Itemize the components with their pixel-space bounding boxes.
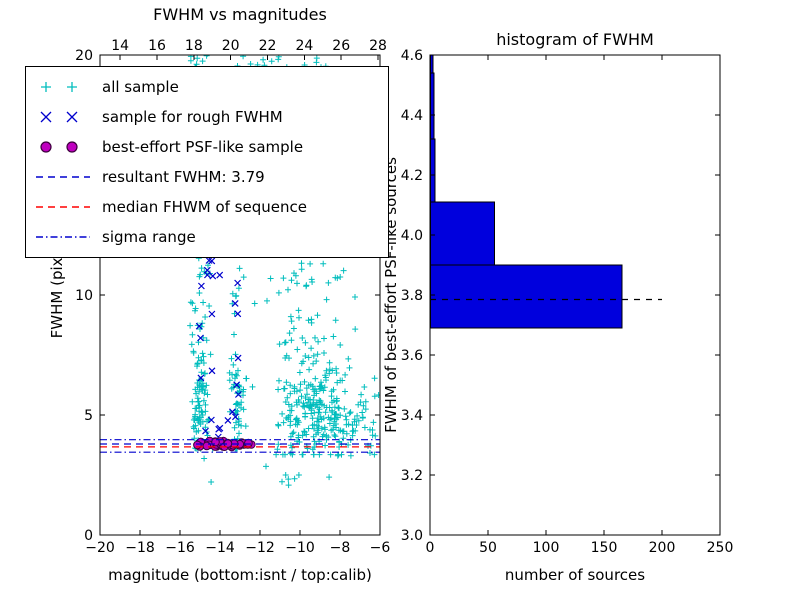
svg-text:0: 0: [84, 528, 93, 544]
svg-text:150: 150: [591, 540, 618, 556]
svg-text:250: 250: [707, 540, 734, 556]
svg-text:18: 18: [185, 38, 203, 54]
scatter-series: [181, 55, 380, 489]
legend-item-label: best-effort PSF-like sample: [102, 138, 304, 156]
svg-text:4.6: 4.6: [401, 48, 423, 64]
svg-text:24: 24: [295, 38, 313, 54]
legend-item-label: sample for rough FWHM: [102, 108, 283, 126]
histogram-bar: [430, 264, 623, 329]
svg-text:−18: −18: [125, 540, 155, 556]
svg-text:−16: −16: [165, 540, 195, 556]
legend-item-label: all sample: [102, 78, 179, 96]
right-plot-xlabel: number of sources: [504, 566, 646, 584]
svg-text:−6: −6: [370, 540, 391, 556]
legend-item-label: resultant FWHM: 3.79: [102, 168, 265, 186]
legend-item-1: sample for rough FWHM: [34, 102, 380, 132]
histogram-bar: [430, 72, 435, 140]
svg-text:28: 28: [369, 38, 387, 54]
svg-text:4.0: 4.0: [401, 228, 423, 244]
svg-text:4.2: 4.2: [401, 168, 423, 184]
left-plot-title: FWHM vs magnitudes: [153, 5, 327, 24]
left-plot-xlabel: magnitude (bottom:isnt / top:calib): [108, 566, 372, 584]
legend-item-0: all sample: [34, 72, 380, 102]
svg-text:−20: −20: [85, 540, 115, 556]
svg-text:14: 14: [111, 38, 129, 54]
svg-text:3.4: 3.4: [401, 408, 423, 424]
series-best-effort-psf-like-sample: [193, 436, 256, 452]
dashed-line-icon: [36, 206, 90, 208]
svg-text:3.6: 3.6: [401, 348, 423, 364]
legend: all sample sample for rough FWHM best-effo…: [25, 66, 389, 258]
axis-ticks: −20 −18 −16 −14 −12 −10 −8 −6 14 16 18 20 22 24 26 28 0 5…: [75, 38, 733, 556]
svg-text:−14: −14: [205, 540, 235, 556]
svg-text:10: 10: [75, 288, 93, 304]
svg-text:3.8: 3.8: [401, 288, 423, 304]
svg-text:20: 20: [222, 38, 240, 54]
svg-text:3.0: 3.0: [401, 528, 423, 544]
dashdot-line-icon: [36, 236, 90, 238]
svg-text:50: 50: [479, 540, 497, 556]
histogram-bar: [430, 54, 434, 74]
left-plot-ylabel: FWHM (pix): [48, 251, 66, 339]
legend-item-5: sigma range: [34, 222, 380, 252]
series-sample-for-rough-fwhm: [195, 257, 242, 441]
svg-text:−12: −12: [245, 540, 275, 556]
legend-item-label: median FHWM of sequence: [102, 198, 307, 216]
legend-item-label: sigma range: [102, 228, 196, 246]
legend-item-4: median FHWM of sequence: [34, 192, 380, 222]
histogram-bars: [430, 54, 623, 329]
svg-text:0: 0: [426, 540, 435, 556]
svg-text:3.2: 3.2: [401, 468, 423, 484]
legend-item-3: resultant FWHM: 3.79: [34, 162, 380, 192]
legend-item-2: best-effort PSF-like sample: [34, 132, 380, 162]
svg-text:16: 16: [148, 38, 166, 54]
plus-marker-icon: [41, 82, 77, 92]
circle-marker-icon: [40, 141, 78, 153]
right-plot-title: histogram of FWHM: [496, 30, 654, 49]
dashed-line-icon: [36, 176, 90, 178]
svg-text:22: 22: [259, 38, 277, 54]
svg-text:20: 20: [75, 48, 93, 64]
svg-text:200: 200: [649, 540, 676, 556]
histogram-bar: [430, 138, 436, 203]
svg-text:5: 5: [84, 408, 93, 424]
histogram-bar: [430, 201, 495, 266]
svg-text:26: 26: [332, 38, 350, 54]
svg-text:−8: −8: [330, 540, 351, 556]
x-marker-icon: [40, 111, 78, 123]
svg-text:100: 100: [533, 540, 560, 556]
svg-text:−10: −10: [285, 540, 315, 556]
svg-text:4.4: 4.4: [401, 108, 423, 124]
